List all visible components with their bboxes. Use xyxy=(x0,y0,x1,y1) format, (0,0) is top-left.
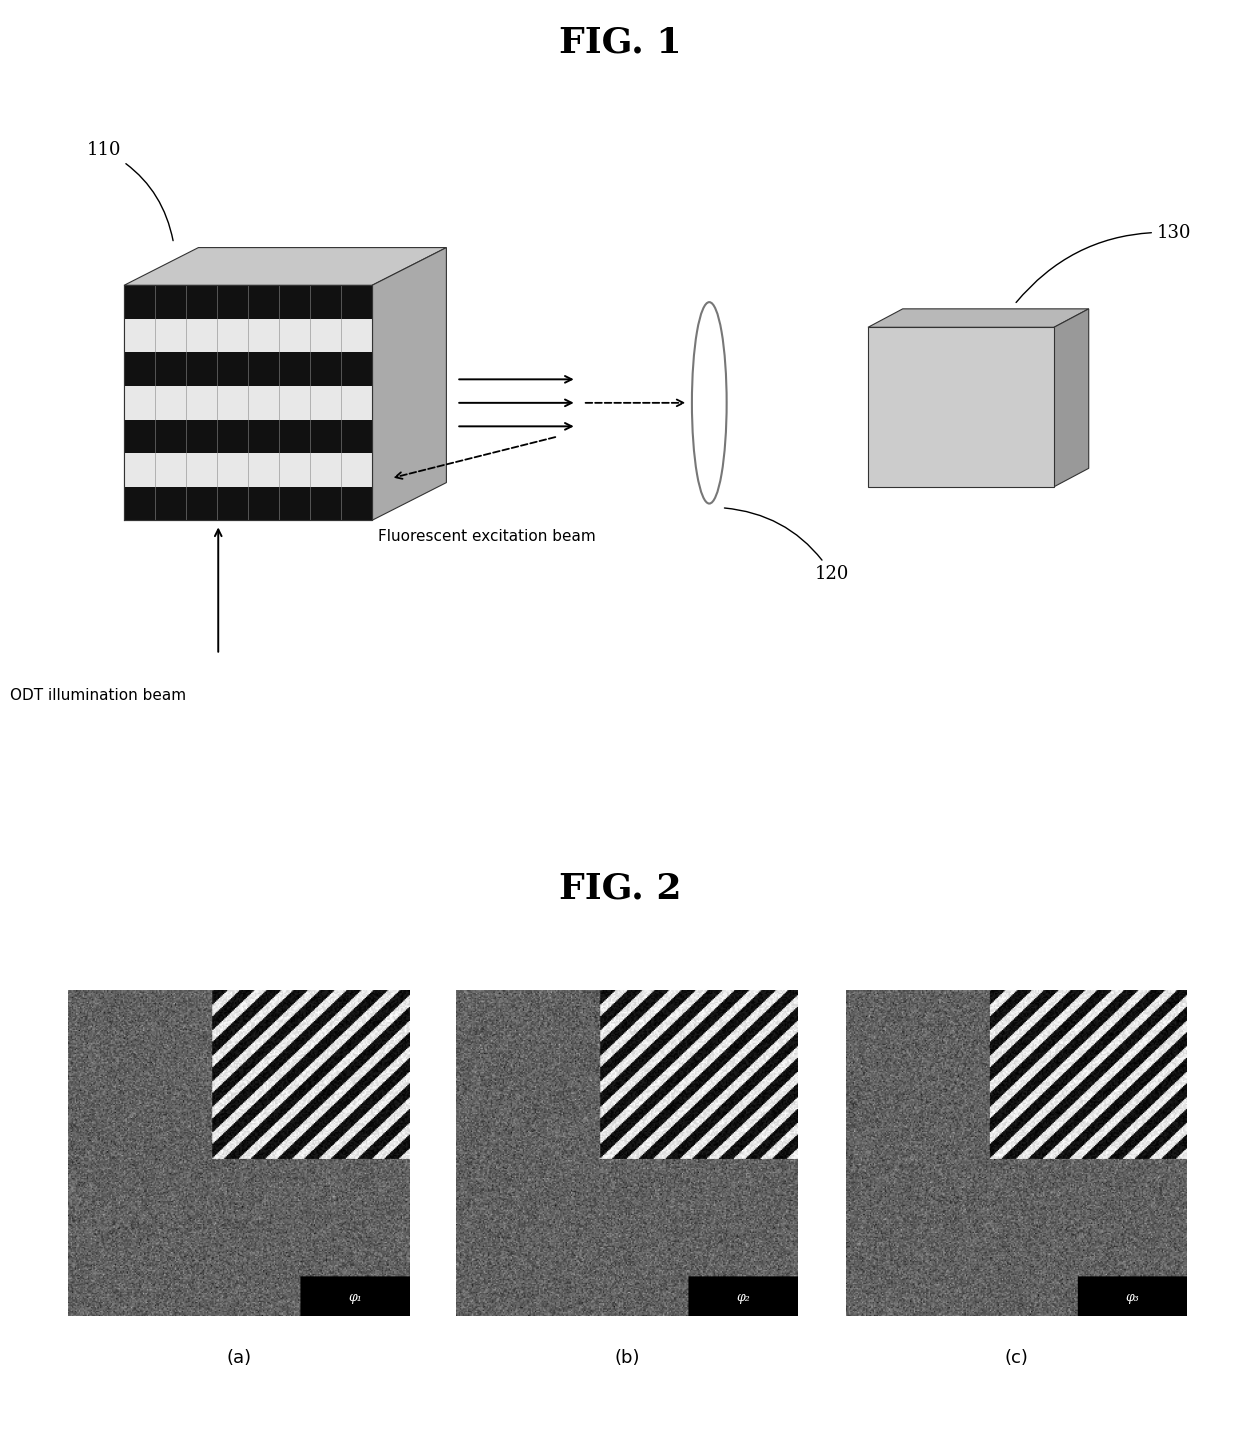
Text: FIG. 2: FIG. 2 xyxy=(559,871,681,906)
Polygon shape xyxy=(124,453,372,486)
Polygon shape xyxy=(124,420,372,453)
Text: 120: 120 xyxy=(724,508,849,583)
Text: φ₂: φ₂ xyxy=(737,1291,750,1304)
Text: 130: 130 xyxy=(1016,223,1192,302)
Text: φ₃: φ₃ xyxy=(1126,1291,1140,1304)
Polygon shape xyxy=(124,247,446,285)
Text: FIG. 1: FIG. 1 xyxy=(559,25,681,59)
Text: (a): (a) xyxy=(226,1349,252,1367)
Polygon shape xyxy=(868,308,1089,327)
Polygon shape xyxy=(868,327,1054,486)
Text: (b): (b) xyxy=(614,1349,640,1367)
Text: (c): (c) xyxy=(1004,1349,1028,1367)
Polygon shape xyxy=(1054,308,1089,486)
Polygon shape xyxy=(124,486,372,521)
Polygon shape xyxy=(124,285,372,521)
Text: Fluorescent excitation beam: Fluorescent excitation beam xyxy=(378,528,596,544)
Polygon shape xyxy=(124,353,372,386)
Polygon shape xyxy=(124,285,372,318)
Text: 110: 110 xyxy=(87,142,174,240)
Polygon shape xyxy=(124,386,372,420)
Polygon shape xyxy=(124,318,372,353)
Text: ODT illumination beam: ODT illumination beam xyxy=(10,689,186,703)
Polygon shape xyxy=(372,247,446,521)
Text: φ₁: φ₁ xyxy=(348,1291,362,1304)
